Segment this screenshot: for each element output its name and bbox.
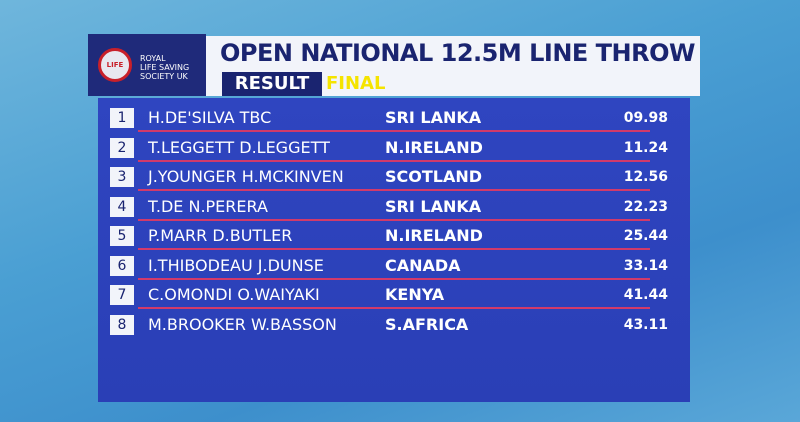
- country: SRI LANKA: [385, 108, 482, 127]
- rank: 8: [110, 314, 134, 335]
- row-divider: [138, 130, 650, 132]
- subtitle-bar: RESULT FINAL: [206, 70, 700, 96]
- time: 41.44: [623, 287, 668, 303]
- result-row: 1 H.DE'SILVA TBC SRI LANKA 09.98: [98, 104, 690, 132]
- row-divider: [138, 277, 650, 280]
- stage-label: FINAL: [326, 73, 386, 94]
- logo-text: ROYAL LIFE SAVING SOCIETY UK: [140, 54, 189, 81]
- row-divider: [138, 248, 650, 250]
- country: N.IRELAND: [385, 137, 483, 157]
- country: KENYA: [385, 285, 445, 304]
- logo-badge: LIFE: [98, 48, 132, 82]
- result-label: RESULT: [222, 72, 322, 96]
- competitor: H.DE'SILVA TBC: [148, 108, 272, 127]
- time: 22.23: [623, 198, 668, 215]
- time: 43.11: [623, 316, 668, 333]
- result-row: 7 C.OMONDI O.WAIYAKI KENYA 41.44: [98, 281, 690, 309]
- competitor: M.BROOKER W.BASSON: [148, 314, 337, 334]
- country: SRI LANKA: [385, 196, 482, 216]
- results-table: 1 H.DE'SILVA TBC SRI LANKA 09.98 2 T.LEGGETT …: [98, 98, 690, 402]
- logo-line: LIFE SAVING: [140, 63, 190, 72]
- rank: 1: [110, 108, 134, 128]
- logo-line: ROYAL: [140, 54, 166, 63]
- result-row: 8 M.BROOKER W.BASSON S.AFRICA 43.11: [98, 311, 690, 339]
- competitor: C.OMONDI O.WAIYAKI: [148, 285, 320, 304]
- time: 25.44: [623, 228, 668, 244]
- country: CANADA: [385, 255, 461, 275]
- time: 12.56: [623, 169, 668, 185]
- rank: 7: [110, 285, 134, 305]
- result-row: 5 P.MARR D.BUTLER N.IRELAND 25.44: [98, 222, 690, 250]
- row-divider: [138, 189, 650, 191]
- country: N.IRELAND: [385, 226, 483, 245]
- logo-line: SOCIETY UK: [140, 72, 188, 81]
- logo: LIFE ROYAL LIFE SAVING SOCIETY UK: [88, 34, 206, 96]
- row-divider: [138, 218, 650, 221]
- rank: 3: [110, 167, 134, 187]
- rank: 2: [110, 137, 134, 158]
- result-row: 4 T.DE N.PERERA SRI LANKA 22.23: [98, 193, 690, 221]
- title: OPEN NATIONAL 12.5M LINE THROW: [206, 36, 700, 70]
- row-divider: [138, 159, 650, 162]
- rank: 6: [110, 255, 134, 276]
- rank: 5: [110, 226, 134, 246]
- country: S.AFRICA: [385, 314, 469, 334]
- result-row: 3 J.YOUNGER H.MCKINVEN SCOTLAND 12.56: [98, 163, 690, 191]
- country: SCOTLAND: [385, 167, 483, 186]
- competitor: J.YOUNGER H.MCKINVEN: [148, 167, 344, 186]
- competitor: T.DE N.PERERA: [148, 196, 268, 216]
- time: 33.14: [623, 257, 668, 274]
- rank: 4: [110, 196, 134, 217]
- time: 09.98: [623, 110, 668, 126]
- result-row: 2 T.LEGGETT D.LEGGETT N.IRELAND 11.24: [98, 134, 690, 162]
- result-row: 6 I.THIBODEAU J.DUNSE CANADA 33.14: [98, 252, 690, 280]
- time: 11.24: [623, 139, 668, 156]
- row-divider: [138, 307, 650, 309]
- competitor: I.THIBODEAU J.DUNSE: [148, 255, 324, 275]
- competitor: P.MARR D.BUTLER: [148, 226, 293, 245]
- competitor: T.LEGGETT D.LEGGETT: [148, 137, 330, 157]
